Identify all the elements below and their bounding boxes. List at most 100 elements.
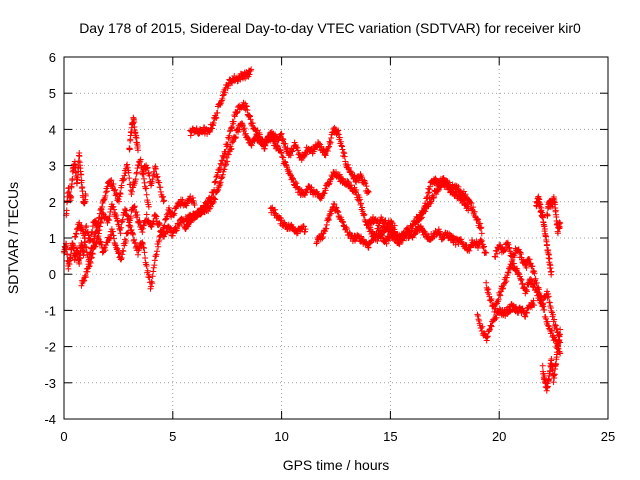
data-point: [243, 102, 250, 109]
data-point: [483, 279, 490, 286]
data-point: [334, 208, 341, 215]
data-point: [517, 249, 524, 256]
data-point: [478, 224, 485, 231]
data-point: [75, 158, 82, 165]
data-point: [426, 189, 433, 196]
data-point: [107, 234, 114, 241]
data-point: [114, 245, 121, 252]
data-point: [488, 322, 495, 329]
data-point: [458, 236, 465, 243]
data-point: [142, 255, 149, 262]
data-point: [324, 216, 331, 223]
data-point: [217, 182, 224, 189]
data-point: [127, 223, 134, 230]
data-point: [493, 248, 500, 255]
data-point: [391, 226, 398, 233]
data-point: [110, 180, 117, 187]
data-point: [210, 119, 217, 126]
data-point: [323, 221, 330, 228]
data-point: [228, 146, 235, 153]
data-point: [189, 194, 196, 201]
data-point: [493, 314, 500, 321]
y-tick-label: -4: [44, 412, 56, 427]
data-point: [281, 220, 288, 227]
data-point: [96, 210, 103, 217]
data-point: [117, 230, 124, 237]
y-tick-label: 1: [49, 231, 56, 246]
data-point: [491, 306, 498, 313]
data-point: [547, 305, 554, 312]
data-point: [217, 100, 224, 107]
data-point: [338, 142, 345, 149]
data-point: [523, 288, 530, 295]
data-point: [510, 260, 517, 267]
data-point: [319, 234, 326, 241]
data-point: [242, 130, 249, 137]
data-point: [544, 212, 551, 219]
data-point: [233, 109, 240, 116]
data-point: [136, 159, 143, 166]
data-point: [283, 162, 290, 169]
data-point: [134, 211, 141, 218]
data-point: [325, 144, 332, 151]
x-tick-label: 20: [492, 429, 506, 444]
data-point: [494, 250, 501, 257]
data-point: [141, 179, 148, 186]
data-point: [247, 116, 254, 123]
data-point: [114, 217, 121, 224]
data-point: [65, 265, 72, 272]
data-point: [139, 171, 146, 178]
y-tick-label: 4: [49, 122, 56, 137]
y-tick-label: 3: [49, 159, 56, 174]
data-point: [391, 222, 398, 229]
data-point: [353, 186, 360, 193]
data-point: [335, 209, 342, 216]
data-point: [138, 240, 145, 247]
y-tick-label: 0: [49, 267, 56, 282]
data-point: [228, 125, 235, 132]
data-point: [491, 308, 498, 315]
data-point: [231, 113, 238, 120]
data-point: [474, 311, 481, 318]
data-point: [422, 230, 429, 237]
data-point: [497, 241, 504, 248]
data-point: [336, 134, 343, 141]
data-point: [477, 225, 484, 232]
data-point: [340, 149, 347, 156]
data-point: [271, 138, 278, 145]
data-point: [556, 331, 563, 338]
data-point: [361, 211, 368, 218]
x-tick-label: 5: [169, 429, 176, 444]
data-point: [120, 176, 127, 183]
data-point: [145, 203, 152, 210]
data-point: [173, 203, 180, 210]
data-point: [143, 263, 150, 270]
data-point: [93, 239, 100, 246]
data-point: [130, 120, 137, 127]
data-point: [228, 145, 235, 152]
data-point: [73, 231, 80, 238]
data-point: [478, 230, 485, 237]
data-point: [279, 153, 286, 160]
data-point: [545, 290, 552, 297]
data-point: [485, 286, 492, 293]
data-point: [352, 188, 359, 195]
data-point: [150, 264, 157, 271]
data-point: [102, 192, 109, 199]
data-point: [546, 255, 553, 262]
data-point: [427, 198, 434, 205]
data-point: [293, 180, 300, 187]
data-point: [121, 172, 128, 179]
data-point: [174, 225, 181, 232]
data-point: [130, 231, 137, 238]
data-layer: [61, 66, 564, 394]
data-point: [278, 130, 285, 137]
data-point: [249, 120, 256, 127]
data-point: [280, 154, 287, 161]
data-point: [523, 309, 530, 316]
x-tick-label: 25: [601, 429, 615, 444]
data-point: [144, 267, 151, 274]
data-point: [131, 204, 138, 211]
data-point: [523, 309, 530, 316]
